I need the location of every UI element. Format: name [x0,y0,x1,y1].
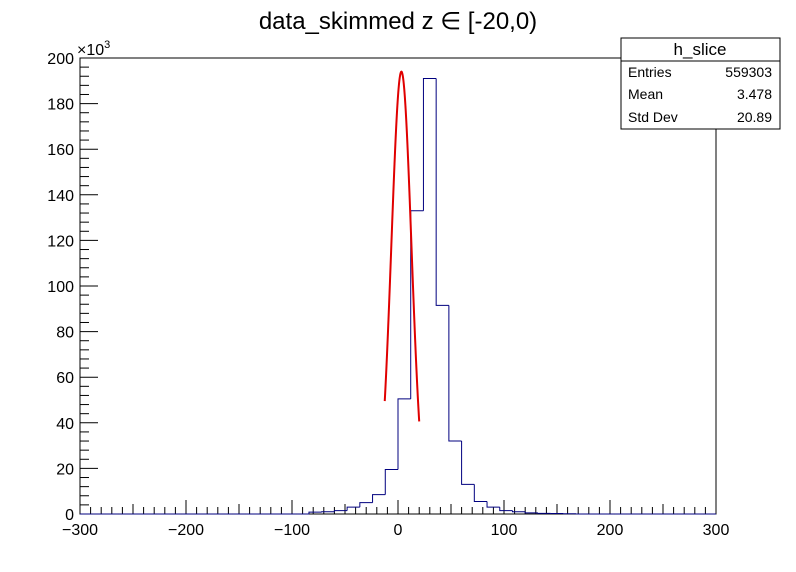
y-tick-label: 160 [47,142,74,159]
histogram-bin [372,494,386,503]
x-tick-label: −300 [62,522,98,539]
x-tick-label: 200 [597,522,624,539]
histogram-bin [435,78,449,306]
histogram-bin [333,510,348,512]
stats-box: h_slice Entries 559303 Mean 3.478 Std De… [620,37,781,130]
fit-curve [383,70,421,422]
y-tick-label: 60 [56,370,74,387]
histogram-bin [448,305,462,442]
chart-title: data_skimmed z ∈ [-20,0) [259,8,537,35]
y-tick-label: 20 [56,461,74,478]
y-tick-label: 180 [47,97,74,114]
gaussian-fit [383,70,421,422]
y-tick-label: 140 [47,188,74,205]
stats-entries-value: 559303 [725,64,772,80]
histogram-bars [80,78,716,515]
stats-box-title: h_slice [674,40,727,59]
y-tick-label: 200 [47,51,74,68]
y-tick-label: 40 [56,416,74,433]
histogram-bin [461,441,475,485]
histogram-bin [308,511,322,514]
histogram-bin [486,501,500,508]
stats-box-frame [620,37,781,130]
x-tick-label: −200 [168,522,204,539]
x-tick-label: 0 [394,522,403,539]
y-tick-label: 0 [65,507,74,524]
x-tick-label: 300 [703,522,730,539]
histogram-bin [397,398,411,470]
histogram-bin [499,507,513,512]
y-tick-label: 80 [56,325,74,342]
histogram-bin [359,502,373,508]
stats-entries-label: Entries [628,64,672,80]
stats-mean-label: Mean [628,86,663,102]
stats-mean-value: 3.478 [737,86,772,102]
histogram-bin [422,78,437,211]
stats-stddev-value: 20.89 [737,109,772,125]
y-multiplier-label: ×103 [77,39,110,59]
x-tick-label: −100 [274,522,310,539]
histogram-bin [384,469,398,495]
histogram-bin [524,511,538,514]
axes: −300 −200 −100 0 100 200 300 0 20 40 60 80 100 120 140… [47,51,729,539]
histogram-bin [473,484,488,502]
x-tick-label: 100 [491,522,518,539]
stats-stddev-label: Std Dev [628,109,678,125]
y-tick-label: 120 [47,233,74,250]
histogram-bin [346,506,360,511]
histogram-bin [511,510,526,513]
y-tick-label: 100 [47,279,74,296]
